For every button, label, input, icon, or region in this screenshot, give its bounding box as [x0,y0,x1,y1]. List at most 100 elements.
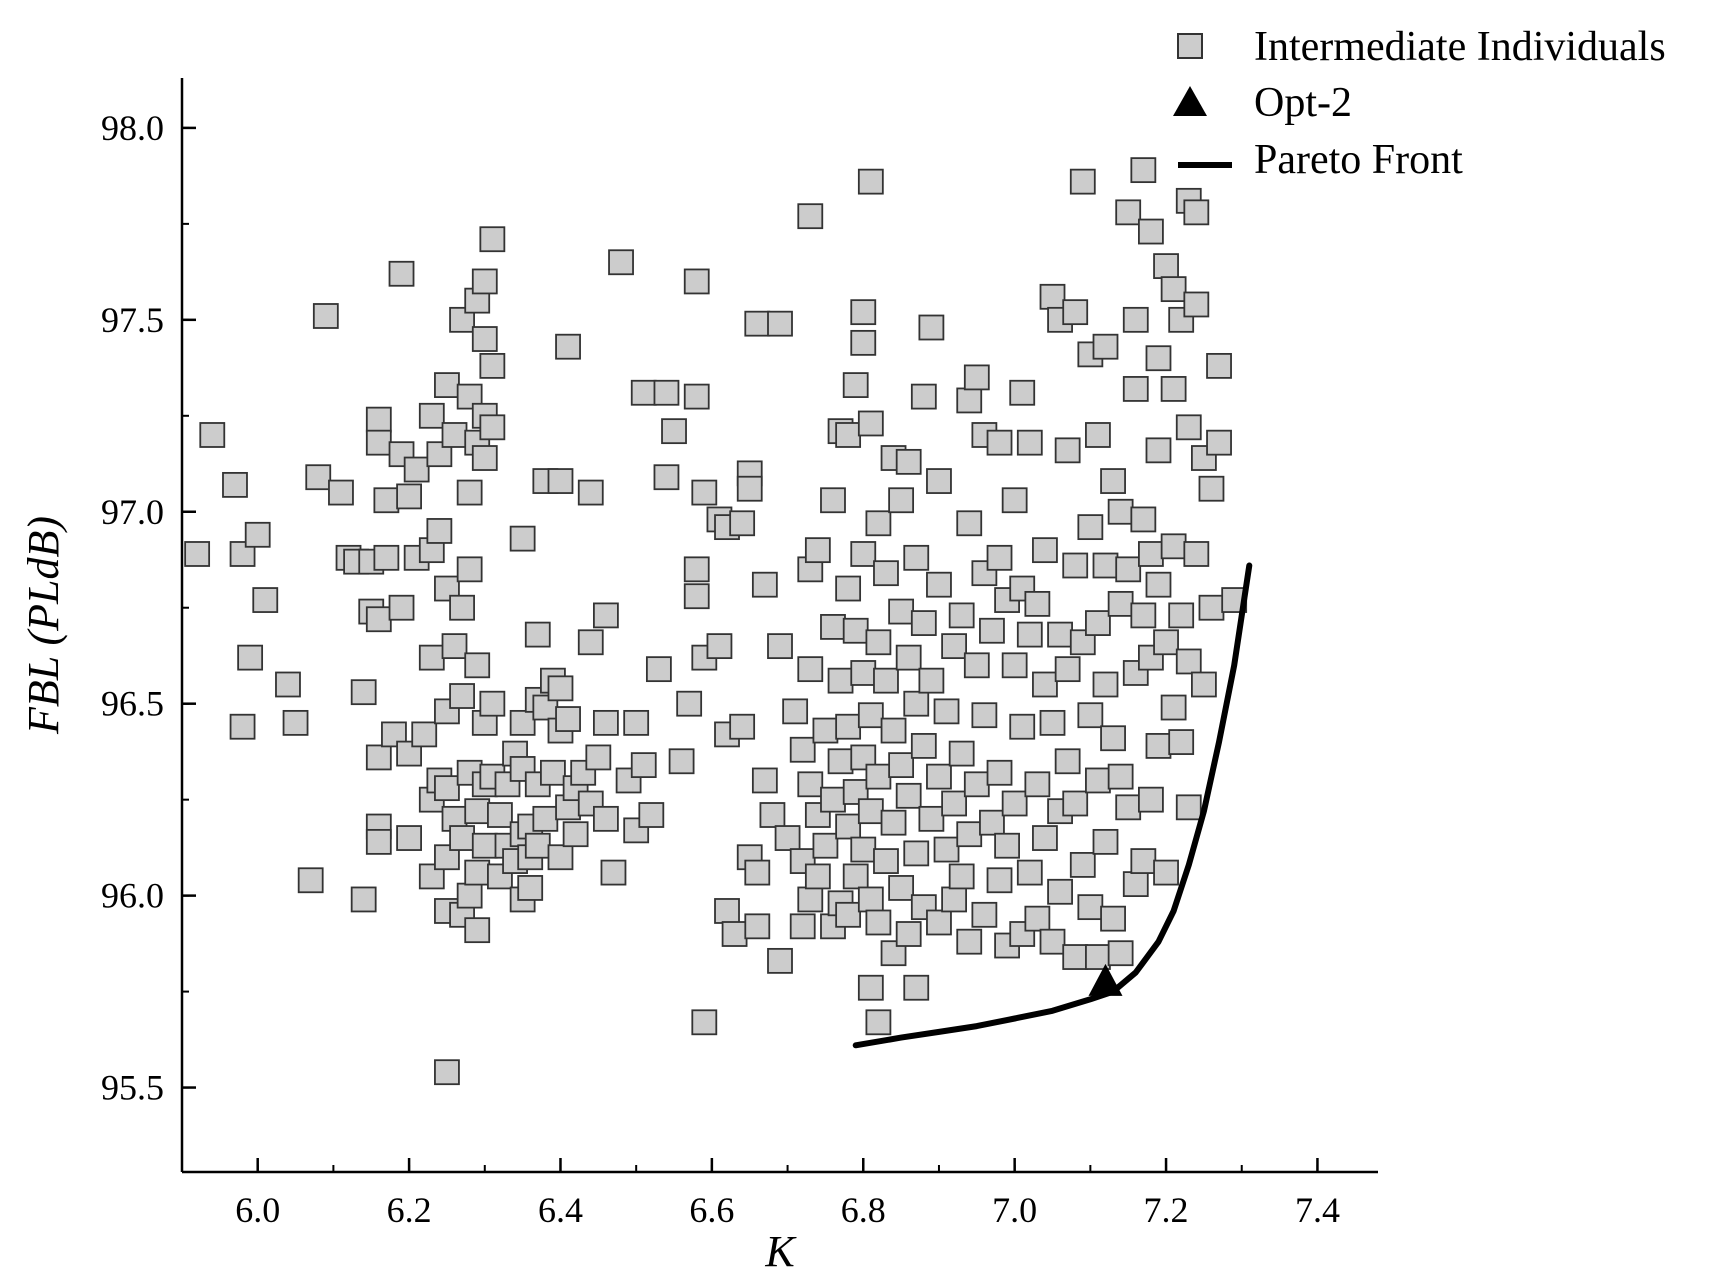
scatter-point [1032,671,1058,698]
scatter-point [1160,694,1187,721]
scatter-point [1175,648,1202,675]
scatter-point [963,652,990,679]
scatter-point [577,629,604,656]
scatter-point [464,652,491,679]
scatter-point [926,571,952,598]
scatter-point [1130,506,1157,533]
scatter-point [1206,352,1232,379]
scatter-point [592,805,619,832]
scatter-point [365,744,392,771]
scatter-point [1198,594,1225,621]
scatter-point [1047,621,1073,648]
scatter-point [441,422,468,448]
scatter-point [714,898,740,924]
pareto-front-line [852,562,1253,1049]
scatter-point [903,974,930,1001]
axes: 6.0 6.2 6.4 6.6 6.8 7.0 7.2 7.4 95.5 96.0 96.5 97.… [19,78,1378,1276]
scatter-point [479,690,506,717]
scatter-point [350,886,377,913]
scatter-point [456,882,483,909]
scatter-point [555,706,581,732]
scatter-point [1138,541,1164,567]
scatter-point [1107,940,1134,967]
scatter-point [835,713,862,740]
scatter-point [1115,794,1142,821]
scatter-point [275,671,301,698]
scatter-point [956,510,983,537]
scatter-point [941,790,968,817]
scatter-point [1077,514,1104,541]
scatter-point [941,633,968,660]
scatter-point [850,541,877,567]
scatter-point [744,310,771,337]
scatter-point [850,329,877,356]
scatter-point [812,717,839,744]
scatter-point [888,875,915,901]
scatter-point [464,798,491,825]
scatter-point [857,886,884,913]
scatter-point [388,594,415,621]
scatter-point [532,805,559,832]
scatter-point [865,629,892,656]
scatter-point [918,667,945,694]
scatter-point [1039,283,1066,310]
scatter-point [903,690,930,717]
scatter-point [918,805,945,832]
scatter-point [926,763,952,790]
scatter-point [592,602,619,629]
scatter-point [1085,610,1111,636]
scatter-point [1054,656,1081,683]
scatter-point [1168,602,1195,629]
scatter-point [434,372,460,398]
scatter-point [1100,725,1126,752]
scatter-point [744,913,771,940]
scatter-point [434,1059,460,1086]
scatter-point [835,813,862,840]
scatter-point [820,487,846,514]
scatter-point [365,606,392,633]
scatter-point [888,598,915,625]
scatter-point [865,909,892,936]
scatter-point [676,690,703,717]
scatter-point [910,383,937,410]
scatter-point [888,752,915,779]
scatter-point [365,828,392,855]
x-tick-label: 6.0 [235,1190,280,1230]
scatter-point [1175,794,1202,821]
scatter-point [555,333,581,360]
scatter-point [948,602,975,629]
scatter-point [373,487,400,514]
scatter-point [888,487,915,514]
scatter-point [948,863,975,890]
scatter-point [895,921,922,947]
scatter-point [585,744,612,771]
scatter-point [926,909,952,936]
scatter-point [842,863,869,890]
scatter-point [1153,629,1179,656]
scatter-point [312,303,339,329]
scatter-point [933,836,960,863]
scatter-point [1190,671,1217,698]
scatter-point [744,859,771,886]
scatter-point [767,633,793,660]
y-tick-label: 96.5 [101,684,164,724]
scatter-point [411,721,438,748]
scatter-point [1016,621,1043,648]
scatter-point [683,383,710,410]
pareto-front-line-layer [852,562,1253,1049]
scatter-point [1107,763,1134,790]
scatter-point [199,422,226,448]
scatter-point [1122,660,1149,686]
scatter-point [895,782,922,809]
scatter-point [1016,429,1043,456]
scatter-point [1115,556,1142,583]
scatter-point [1024,771,1051,798]
scatter-point [1085,944,1111,970]
scatter-point [1039,709,1066,736]
scatter-point [842,617,869,644]
scatter-point [963,364,990,391]
scatter-point [547,675,574,702]
y-ticks: 95.5 96.0 96.5 97.0 97.5 98.0 [101,108,196,1108]
legend-label-pareto-front: Pareto Front [1254,137,1463,183]
scatter-point [1016,859,1043,886]
